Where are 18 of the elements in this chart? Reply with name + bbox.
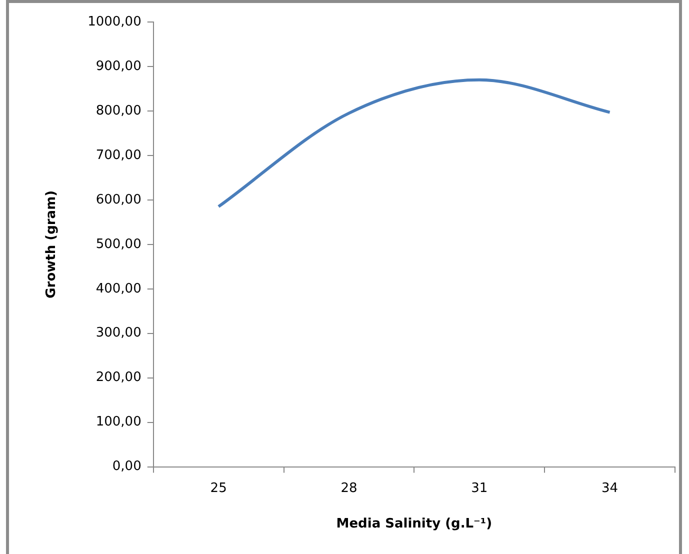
- y-tick-label: 600,00: [96, 192, 142, 208]
- y-tick-label: 900,00: [96, 58, 142, 74]
- y-tick-label: 100,00: [96, 414, 142, 430]
- x-tick-label: 25: [210, 480, 227, 496]
- y-tick-label: 700,00: [96, 148, 142, 163]
- x-tick-label: 31: [471, 480, 488, 496]
- y-tick-label: 0,00: [112, 459, 142, 474]
- x-tick-label: 34: [602, 480, 618, 496]
- y-tick-label: 400,00: [96, 281, 142, 296]
- y-tick-label: 300,00: [96, 326, 142, 341]
- y-tick-label: 200,00: [96, 370, 142, 386]
- line-series: [217, 78, 612, 208]
- y-tick-label: 1000,00: [88, 14, 142, 30]
- y-axis-title: Growth (gram): [44, 190, 60, 298]
- y-tick-label: 800,00: [96, 103, 142, 118]
- y-tick-label: 500,00: [96, 236, 142, 252]
- x-axis-title: Media Salinity (g.L⁻¹): [336, 516, 492, 532]
- x-tick-label: 28: [340, 480, 358, 496]
